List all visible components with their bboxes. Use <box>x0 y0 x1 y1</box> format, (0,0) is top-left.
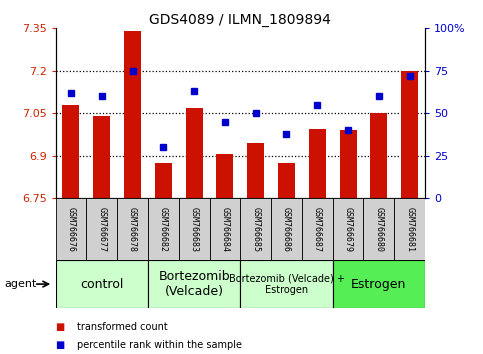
Bar <box>62 105 79 198</box>
Bar <box>309 129 326 198</box>
Bar <box>56 260 148 308</box>
Title: GDS4089 / ILMN_1809894: GDS4089 / ILMN_1809894 <box>149 13 331 27</box>
Text: GSM766682: GSM766682 <box>159 207 168 252</box>
Bar <box>56 198 86 260</box>
Text: Estrogen: Estrogen <box>351 278 407 291</box>
Text: GSM766685: GSM766685 <box>251 207 260 252</box>
Text: GSM766687: GSM766687 <box>313 207 322 252</box>
Text: ■: ■ <box>56 340 65 350</box>
Bar <box>148 260 241 308</box>
Bar <box>124 31 141 198</box>
Text: GSM766676: GSM766676 <box>67 207 75 252</box>
Text: GSM766679: GSM766679 <box>343 207 353 252</box>
Bar <box>93 116 110 198</box>
Text: GSM766677: GSM766677 <box>97 207 106 252</box>
Bar <box>278 163 295 198</box>
Bar <box>401 71 418 198</box>
Bar <box>210 198 240 260</box>
Bar <box>240 198 271 260</box>
Bar <box>148 198 179 260</box>
Bar <box>340 130 356 198</box>
Text: agent: agent <box>5 279 37 289</box>
Bar <box>86 198 117 260</box>
Text: GSM766681: GSM766681 <box>405 207 414 252</box>
Bar <box>271 198 302 260</box>
Bar <box>333 260 425 308</box>
Text: percentile rank within the sample: percentile rank within the sample <box>77 340 242 350</box>
Text: GSM766683: GSM766683 <box>190 207 199 252</box>
Bar <box>117 198 148 260</box>
Bar <box>240 260 333 308</box>
Bar <box>185 108 202 198</box>
Bar <box>179 198 210 260</box>
Text: GSM766680: GSM766680 <box>374 207 384 252</box>
Text: ■: ■ <box>56 322 65 332</box>
Text: Bortezomib
(Velcade): Bortezomib (Velcade) <box>158 270 230 298</box>
Bar <box>247 143 264 198</box>
Bar <box>333 198 364 260</box>
Text: GSM766678: GSM766678 <box>128 207 137 252</box>
Bar <box>394 198 425 260</box>
Bar <box>370 113 387 198</box>
Bar <box>364 198 394 260</box>
Text: GSM766686: GSM766686 <box>282 207 291 252</box>
Text: GSM766684: GSM766684 <box>220 207 229 252</box>
Text: transformed count: transformed count <box>77 322 168 332</box>
Bar <box>302 198 333 260</box>
Bar <box>216 154 233 198</box>
Bar <box>155 163 172 198</box>
Text: Bortezomib (Velcade) +
Estrogen: Bortezomib (Velcade) + Estrogen <box>228 273 344 295</box>
Text: control: control <box>80 278 124 291</box>
